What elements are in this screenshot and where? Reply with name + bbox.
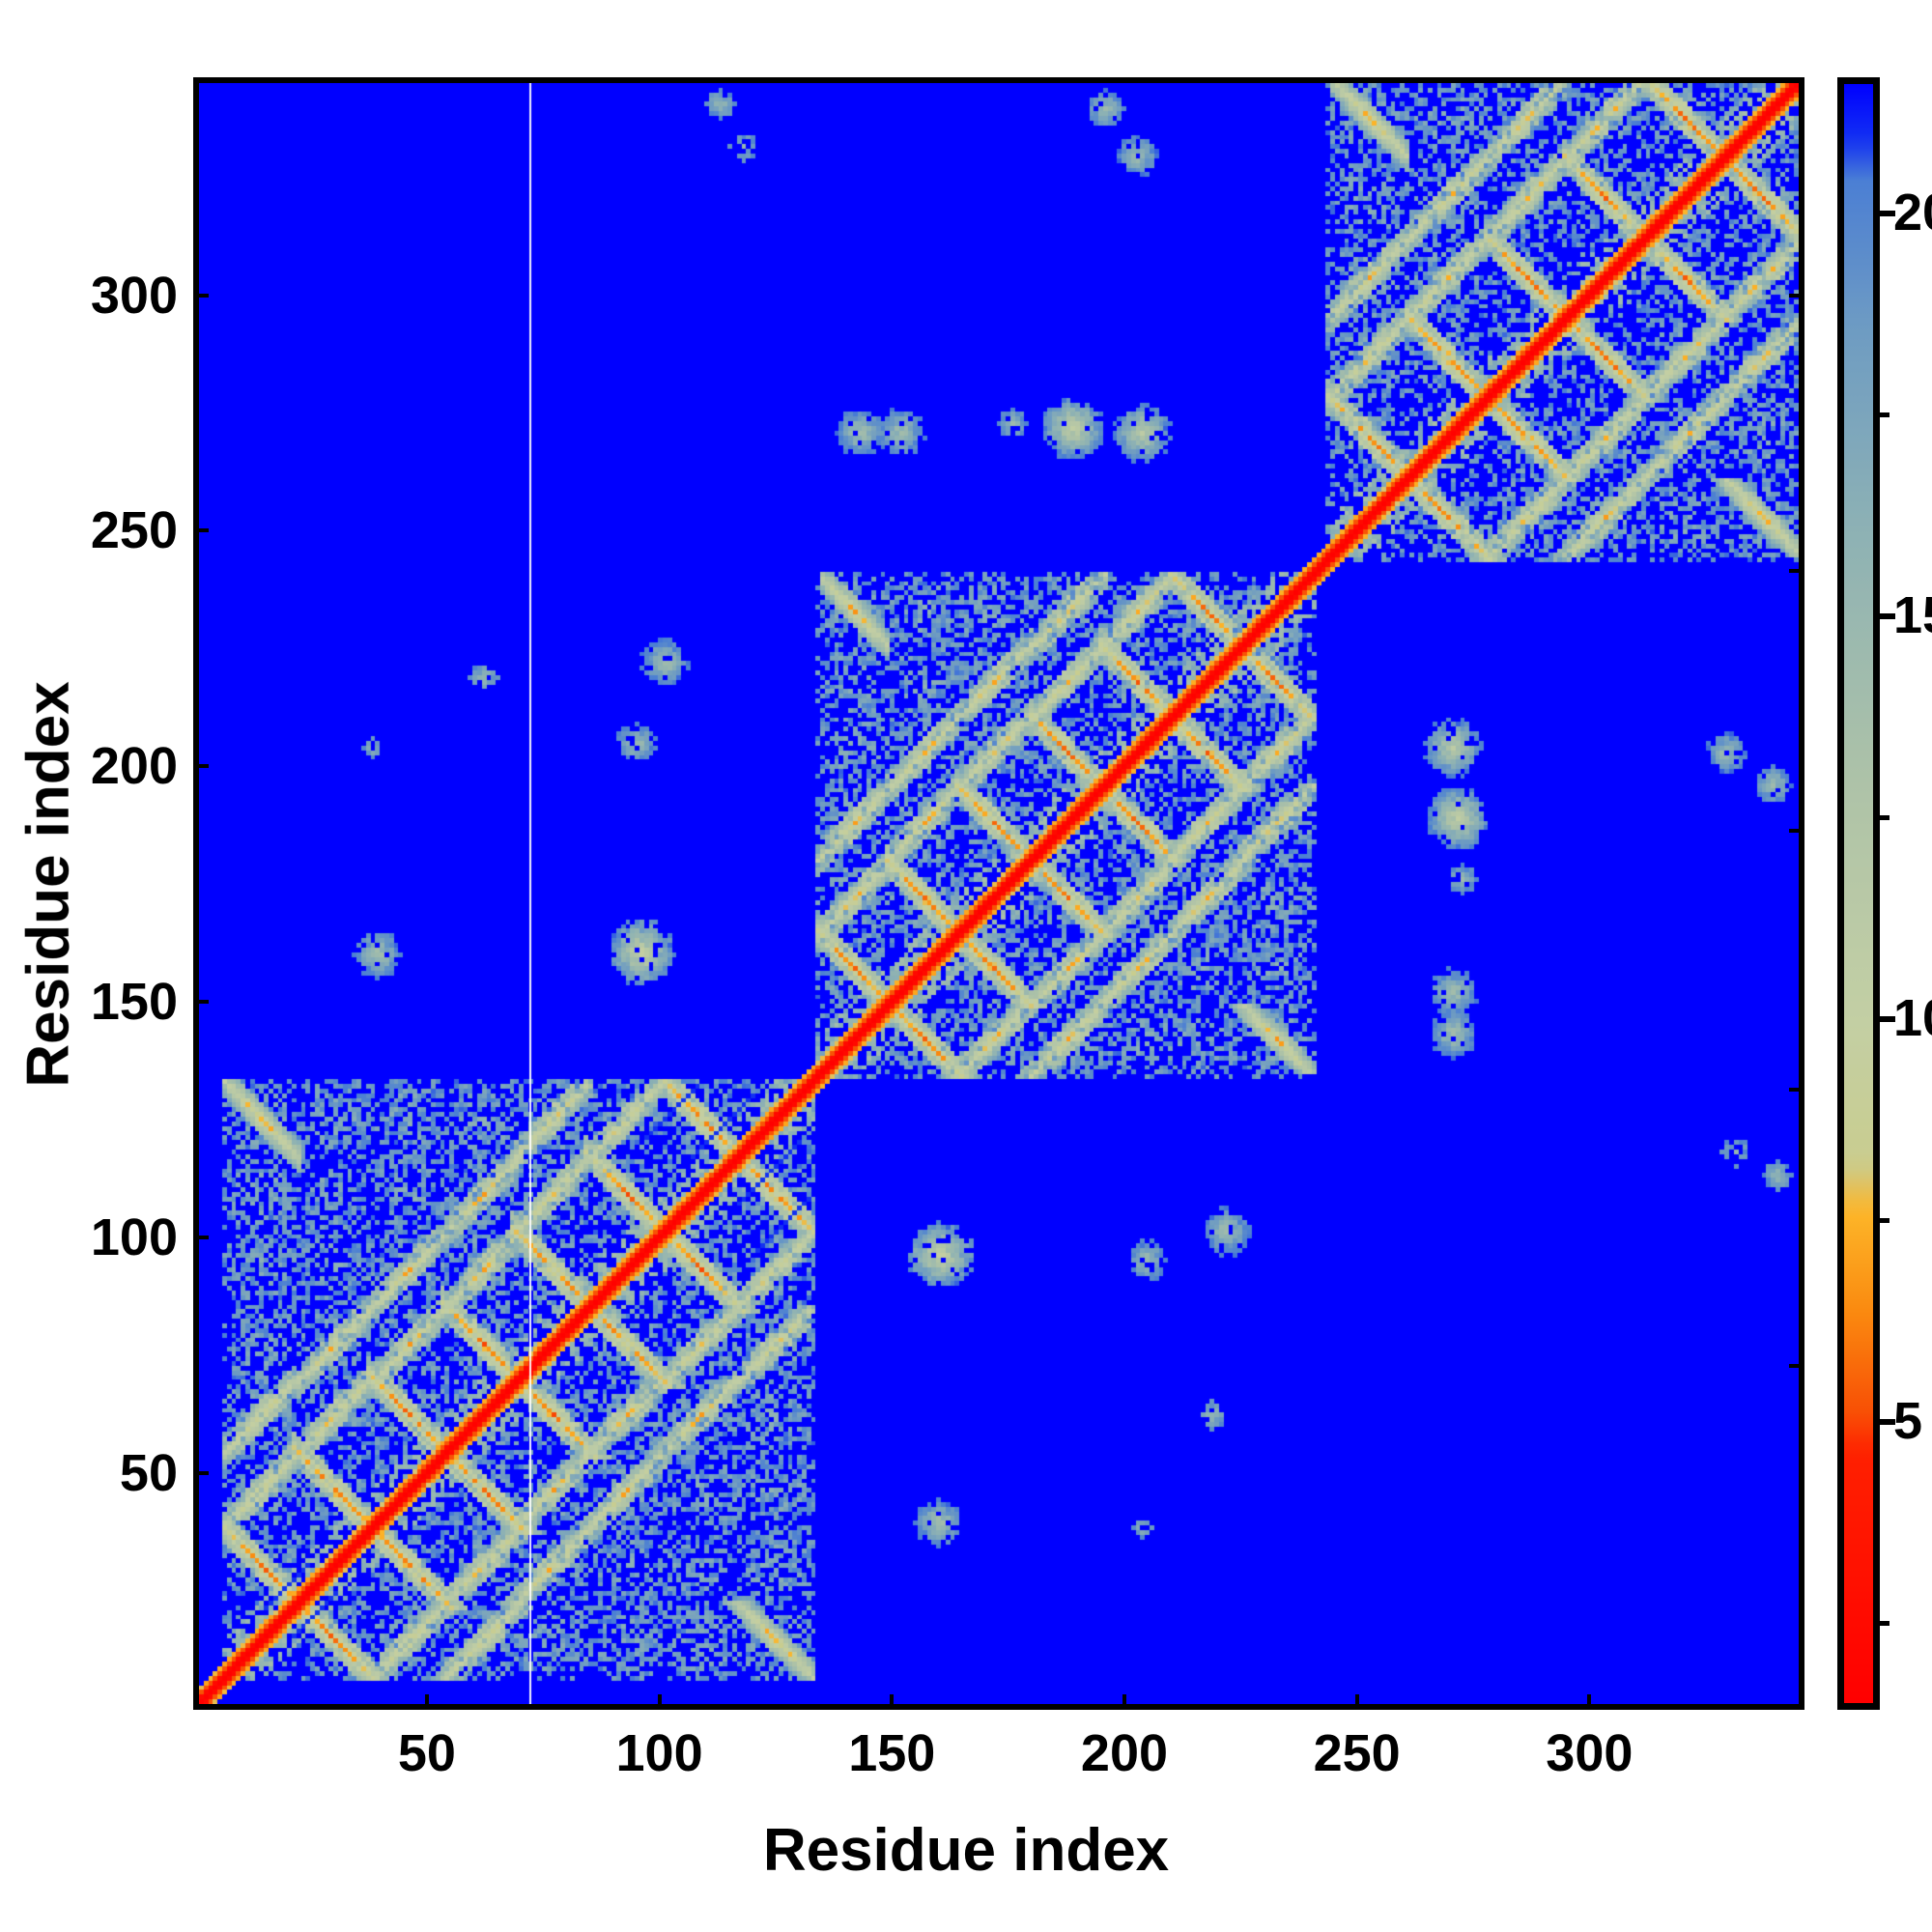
x-tick-label: 100 xyxy=(615,1724,703,1782)
y-axis-right-minor-tick xyxy=(1789,569,1804,574)
x-tick xyxy=(1122,1694,1126,1710)
x-tick xyxy=(657,1694,662,1710)
x-axis-title: Residue index xyxy=(762,1817,1170,1884)
colorbar-tick xyxy=(1878,211,1895,217)
y-tick xyxy=(193,528,209,533)
y-tick-label: 200 xyxy=(90,737,178,796)
heatmap-inner xyxy=(199,83,1799,1704)
y-tick-label: 150 xyxy=(90,973,178,1032)
y-tick xyxy=(193,293,209,298)
colorbar-tick-label: 20 xyxy=(1893,184,1932,242)
y-axis-right-minor-tick xyxy=(1789,828,1804,833)
x-tick xyxy=(1354,1694,1359,1710)
x-tick-label: 200 xyxy=(1080,1724,1169,1782)
y-axis-right-minor-tick xyxy=(1789,294,1804,298)
y-tick xyxy=(193,764,209,769)
colorbar-minor-tick xyxy=(1878,814,1889,820)
colorbar-tick-label: 15 xyxy=(1893,586,1932,645)
colorbar-minor-tick xyxy=(1878,412,1889,417)
colorbar-minor-tick xyxy=(1878,1620,1889,1626)
heatmap-plot-area xyxy=(193,77,1804,1710)
y-tick-label: 300 xyxy=(90,266,178,325)
y-tick xyxy=(193,1236,209,1240)
colorbar-tick xyxy=(1878,1419,1895,1426)
x-tick xyxy=(424,1694,429,1710)
x-tick-label: 150 xyxy=(848,1724,936,1782)
y-axis-title: Residue index xyxy=(14,681,82,1088)
y-axis-title-wrap: Residue index xyxy=(0,681,435,1087)
colorbar-tick xyxy=(1878,1016,1895,1023)
y-tick-label: 50 xyxy=(119,1443,178,1502)
x-tick-label: 300 xyxy=(1546,1724,1634,1782)
colorbar-minor-tick xyxy=(1878,1217,1889,1223)
y-tick xyxy=(193,1470,209,1475)
x-tick-label: 250 xyxy=(1313,1724,1401,1782)
y-tick-label: 100 xyxy=(90,1208,178,1267)
y-axis-right-minor-tick xyxy=(1789,1363,1804,1368)
colorbar-tick xyxy=(1878,613,1895,620)
y-tick xyxy=(193,1000,209,1005)
y-axis-right-minor-tick xyxy=(1789,1088,1804,1093)
colorbar-tick-label: 5 xyxy=(1893,1392,1923,1451)
colorbar xyxy=(1837,77,1880,1710)
x-tick xyxy=(890,1694,895,1710)
colorbar-tick-label: 10 xyxy=(1893,989,1932,1048)
x-tick xyxy=(1587,1694,1592,1710)
heatmap-canvas xyxy=(199,83,1799,1704)
colorbar-gradient xyxy=(1844,84,1873,1703)
y-tick-label: 250 xyxy=(90,501,178,560)
x-tick-label: 50 xyxy=(397,1724,456,1782)
